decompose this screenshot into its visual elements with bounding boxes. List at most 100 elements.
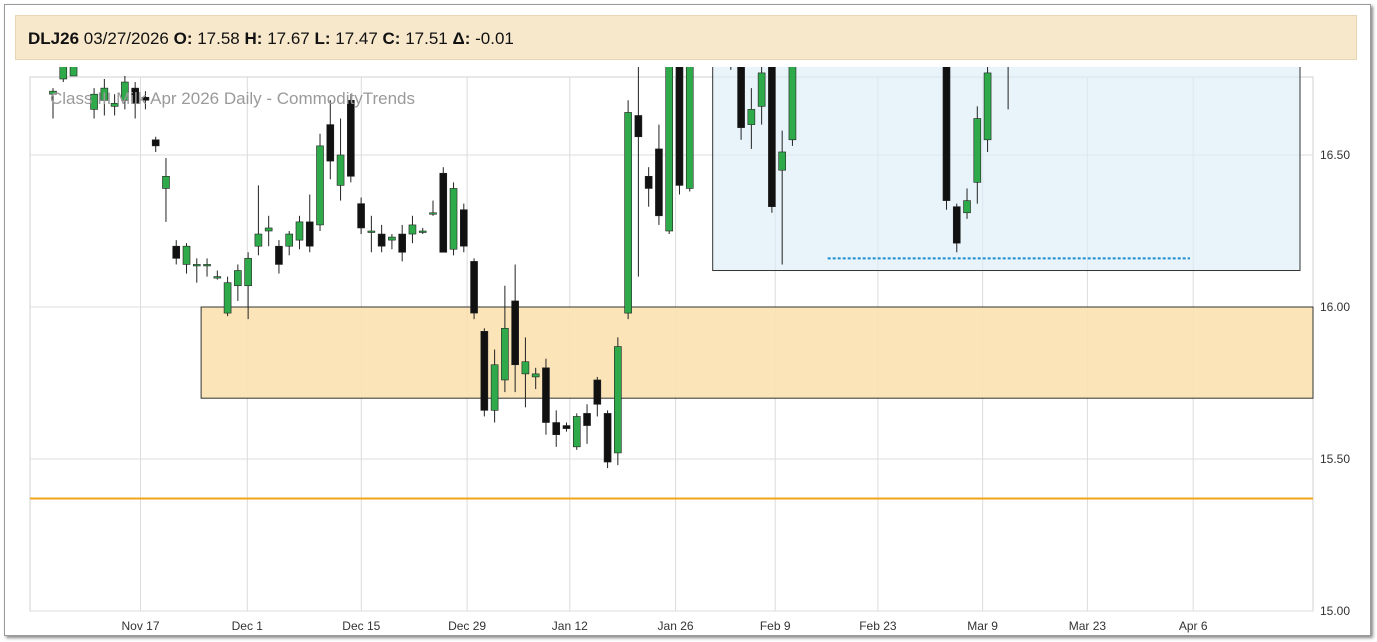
candle-body: [983, 72, 992, 141]
open-label: O:: [173, 29, 193, 48]
candle-body: [182, 245, 191, 265]
candle-body: [192, 264, 201, 267]
candle-body: [603, 413, 612, 463]
candle-body: [110, 103, 119, 107]
candle-body: [69, 60, 78, 77]
candle-body: [788, 0, 797, 141]
candle-body: [768, 60, 776, 207]
candle-body: [470, 261, 478, 314]
open-value: 17.58: [197, 29, 240, 48]
candle-body: [326, 124, 335, 162]
candle-body: [336, 154, 345, 186]
candle-body: [449, 188, 458, 250]
candle-body: [572, 416, 581, 448]
candle-body: [552, 422, 561, 435]
y-tick-label: 15.50: [1320, 452, 1350, 466]
candles: [49, 0, 1023, 469]
y-tick-label: 16.00: [1320, 300, 1350, 314]
candle-body: [213, 276, 222, 279]
candle-body: [367, 230, 376, 233]
candle-body: [521, 361, 530, 375]
candle-body: [511, 300, 519, 366]
candle-body: [439, 172, 448, 253]
candle-body: [624, 112, 632, 314]
candle-body: [295, 221, 304, 241]
candle-body: [254, 233, 263, 247]
candle-body: [172, 245, 181, 259]
candle-body: [49, 90, 57, 95]
candle-body: [973, 118, 982, 183]
candle-body: [203, 264, 211, 267]
candle-body: [100, 87, 109, 101]
x-tick-label: Mar 23: [1069, 619, 1107, 633]
x-tick-label: Dec 1: [232, 619, 264, 633]
candle-body: [285, 233, 294, 247]
candle-body: [757, 72, 766, 107]
candle-body: [418, 230, 427, 233]
x-tick-label: Feb 23: [859, 619, 897, 633]
candle-body: [59, 54, 68, 80]
candle-body: [675, 20, 684, 186]
consolidation-box: [712, 0, 1301, 272]
x-tick-label: Mar 9: [967, 619, 998, 633]
candle-body: [952, 206, 961, 244]
close-label: C:: [382, 29, 401, 48]
candle-body: [244, 258, 252, 287]
candle-body: [634, 115, 643, 138]
bar-date: 03/27/2026: [83, 29, 169, 48]
candle-body: [644, 175, 653, 189]
y-tick-label: 15.00: [1320, 604, 1350, 618]
candle-body: [316, 145, 324, 226]
candle-body: [162, 175, 170, 189]
high-label: H:: [244, 29, 263, 48]
low-value: 17.47: [335, 29, 378, 48]
close-value: 17.51: [405, 29, 448, 48]
candle-body: [151, 139, 160, 147]
candle-body: [778, 151, 786, 171]
candle-body: [305, 221, 314, 247]
candle-body: [357, 203, 365, 229]
candle-body: [942, 0, 951, 201]
candle-body: [583, 413, 591, 426]
candle-body: [429, 212, 437, 215]
high-value: 17.67: [267, 29, 310, 48]
candle-body: [501, 327, 509, 381]
candle-body: [542, 367, 550, 423]
x-tick-label: Apr 6: [1179, 619, 1208, 633]
low-label: L:: [314, 29, 331, 48]
candle-body: [131, 87, 139, 104]
candle-body: [377, 233, 386, 247]
ohlc-header: DLJ26 03/27/2026 O: 17.58 H: 17.67 L: 17…: [15, 15, 1357, 60]
candle-body: [234, 270, 242, 287]
candle-body: [655, 148, 663, 217]
candle-body: [275, 245, 283, 265]
x-tick-label: Feb 9: [760, 619, 791, 633]
candle-body: [963, 200, 971, 214]
change-value: -0.01: [475, 29, 514, 48]
candle-body: [531, 373, 540, 378]
candle-body: [480, 331, 489, 411]
candle-body: [562, 425, 571, 429]
symbol: DLJ26: [28, 29, 80, 48]
candle-body: [90, 93, 98, 110]
candle-body: [747, 109, 756, 125]
y-tick-label: 16.50: [1320, 148, 1350, 162]
x-tick-label: Jan 26: [658, 619, 694, 633]
x-tick-label: Dec 29: [448, 619, 486, 633]
candle-body: [408, 224, 417, 235]
candle-body: [398, 233, 406, 253]
candle-body: [388, 236, 396, 241]
candle-body: [665, 27, 674, 232]
candle-body: [264, 227, 273, 232]
candle-body: [490, 364, 499, 411]
x-tick-label: Nov 17: [121, 619, 159, 633]
candle-body: [737, 54, 745, 128]
x-tick-label: Jan 12: [552, 619, 588, 633]
support-resistance-zone: [200, 306, 1314, 399]
candle-body: [685, 54, 694, 189]
candle-body: [614, 346, 622, 454]
candle-body: [141, 96, 150, 101]
change-label: Δ:: [452, 29, 471, 48]
